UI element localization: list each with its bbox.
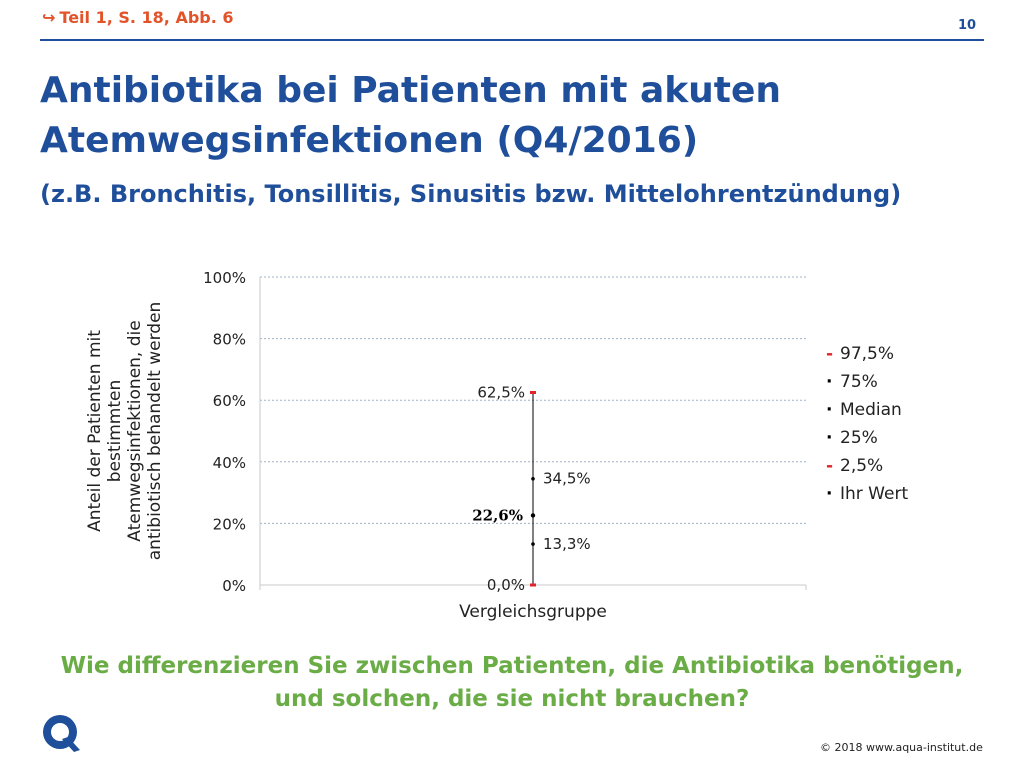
legend-label: 2,5% bbox=[840, 456, 884, 476]
y-axis-title-line: Anteil der Patienten mit bbox=[85, 330, 105, 532]
y-tick-label: 60% bbox=[213, 392, 246, 410]
legend-marker: · bbox=[826, 428, 833, 448]
legend-item: · Ihr Wert bbox=[826, 480, 908, 508]
y-axis-title: Anteil der Patienten mitbestimmtenAtemwe… bbox=[85, 302, 165, 561]
chapter-reference-text: Teil 1, S. 18, Abb. 6 bbox=[59, 8, 234, 27]
legend-label: 97,5% bbox=[840, 344, 895, 364]
y-tick-label: 0% bbox=[222, 577, 246, 595]
percentile-marker bbox=[531, 542, 535, 546]
slide-title: Antibiotika bei Patienten mit akuten Ate… bbox=[40, 70, 782, 161]
header-divider bbox=[40, 39, 984, 41]
y-axis-title-line: Atemwegsinfektionen, die bbox=[125, 320, 145, 541]
legend-item: -2,5% bbox=[826, 452, 908, 480]
data-label: 13,3% bbox=[543, 535, 591, 553]
chart: 0% 20% 40% 60% 80% 100% Vergleichsgruppe Anteil… bbox=[85, 269, 807, 622]
page-number: 10 bbox=[958, 18, 977, 33]
legend-label: Median bbox=[840, 400, 902, 420]
legend-label: 75% bbox=[840, 372, 878, 392]
y-tick-label: 40% bbox=[213, 454, 246, 472]
chart-legend: -97,5% · 75% · Median · 25% -2,5% · Ihr Wert bbox=[826, 340, 908, 508]
legend-item: · 75% bbox=[826, 368, 908, 396]
y-tick-label: 80% bbox=[213, 331, 246, 349]
legend-marker: · bbox=[826, 484, 833, 504]
your-value-marker bbox=[530, 513, 536, 518]
reflection-question: Wie differenzieren Sie zwischen Patiente… bbox=[60, 653, 964, 712]
y-axis-title-line: antibiotisch behandelt werden bbox=[145, 302, 165, 561]
legend-label: 25% bbox=[840, 428, 878, 448]
y-axis-title-line: bestimmten bbox=[105, 380, 125, 483]
legend-item: -97,5% bbox=[826, 340, 908, 368]
chapter-reference: ↪ Teil 1, S. 18, Abb. 6 bbox=[42, 8, 234, 27]
y-tick-label: 20% bbox=[213, 515, 246, 533]
legend-marker: · bbox=[826, 400, 833, 420]
y-tick-label: 100% bbox=[203, 269, 246, 287]
legend-marker: · bbox=[826, 372, 833, 392]
data-label: 34,5% bbox=[543, 470, 591, 488]
arrow-icon: ↪ bbox=[42, 8, 56, 27]
percentile-marker bbox=[531, 476, 535, 481]
legend-item: · 25% bbox=[826, 424, 908, 452]
legend-label: Ihr Wert bbox=[840, 484, 909, 504]
legend-marker: - bbox=[826, 344, 834, 364]
aqua-logo-icon bbox=[43, 715, 80, 752]
copyright-text: © 2018 www.aqua-institut.de bbox=[820, 741, 983, 754]
legend-marker: - bbox=[826, 456, 834, 476]
data-label: 62,5% bbox=[477, 384, 525, 402]
data-label: 0,0% bbox=[487, 576, 525, 594]
x-axis-title: Vergleichsgruppe bbox=[459, 602, 607, 622]
legend-item: · Median bbox=[826, 396, 908, 424]
your-value-label: 22,6% bbox=[472, 506, 523, 524]
slide-subtitle: (z.B. Bronchitis, Tonsillitis, Sinusitis… bbox=[40, 180, 902, 208]
